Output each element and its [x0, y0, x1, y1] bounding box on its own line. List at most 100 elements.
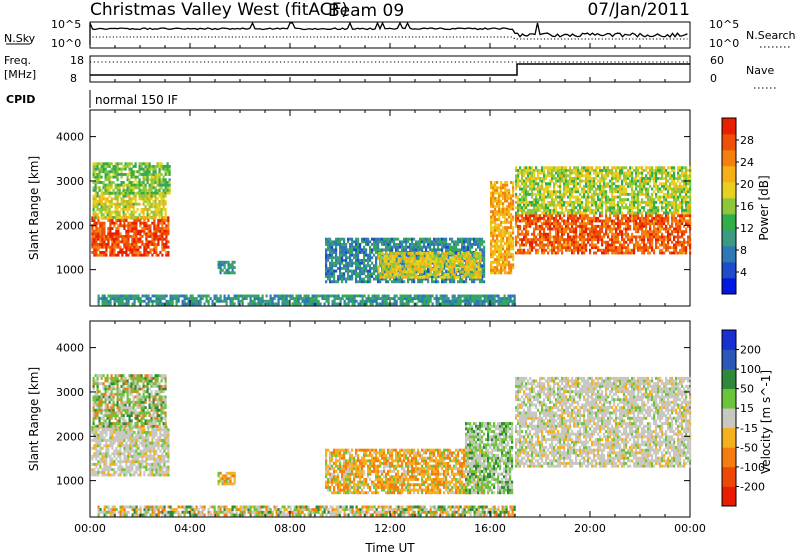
- data-cell: [490, 196, 493, 200]
- data-cell: [423, 257, 426, 261]
- data-cell: [587, 203, 590, 207]
- data-cell: [131, 221, 134, 225]
- data-cell: [515, 187, 518, 191]
- data-cell: [160, 186, 163, 190]
- data-cell: [229, 266, 232, 269]
- data-cell: [637, 169, 640, 172]
- data-cell: [613, 235, 616, 239]
- data-cell: [595, 251, 598, 255]
- data-cell: [496, 250, 499, 253]
- data-cell: [125, 229, 128, 233]
- data-cell: [490, 215, 493, 219]
- data-cell: [585, 248, 588, 252]
- data-cell: [459, 259, 462, 263]
- data-cell: [641, 200, 644, 204]
- data-cell: [506, 252, 509, 256]
- data-cell: [561, 219, 564, 223]
- data-cell: [337, 259, 340, 262]
- data-cell: [95, 221, 98, 225]
- data-cell: [117, 227, 120, 230]
- data-cell: [553, 192, 556, 196]
- data-cell: [529, 174, 532, 178]
- data-cell: [655, 171, 658, 175]
- data-cell: [603, 248, 606, 252]
- data-cell: [500, 258, 503, 261]
- data-cell: [473, 262, 476, 266]
- data-cell: [519, 227, 522, 231]
- data-cell: [555, 251, 558, 255]
- data-cell: [599, 200, 602, 204]
- data-cell: [657, 246, 660, 249]
- data-cell: [335, 251, 338, 254]
- data-cell: [605, 248, 608, 252]
- data-cell: [498, 258, 501, 261]
- data-cell: [621, 171, 624, 175]
- data-cell: [125, 219, 128, 222]
- data-cell: [643, 219, 646, 223]
- data-cell: [148, 202, 151, 206]
- data-cell: [639, 203, 642, 207]
- data-cell: [496, 191, 499, 195]
- data-cell: [116, 188, 119, 192]
- data-cell: [397, 257, 400, 261]
- data-cell: [657, 187, 660, 191]
- data-cell: [445, 269, 448, 273]
- data-cell: [571, 238, 574, 242]
- data-cell: [577, 251, 580, 255]
- data-cell: [603, 251, 606, 255]
- data-cell: [573, 166, 576, 170]
- data-cell: [589, 219, 592, 223]
- data-cell: [649, 169, 652, 172]
- data-cell: [451, 273, 454, 277]
- data-cell: [469, 240, 472, 244]
- data-cell: [145, 253, 148, 257]
- data-cell: [148, 186, 151, 190]
- data-cell: [565, 192, 568, 196]
- data-cell: [645, 227, 648, 231]
- data-cell: [645, 200, 648, 204]
- data-cell: [623, 240, 626, 244]
- data-cell: [227, 266, 230, 269]
- data-cell: [341, 277, 344, 281]
- data-cell: [504, 258, 507, 261]
- data-cell: [641, 184, 644, 188]
- data-cell: [367, 264, 370, 268]
- data-cell: [581, 219, 584, 223]
- data-cell: [341, 267, 344, 270]
- data-cell: [625, 214, 628, 218]
- data-cell: [108, 216, 111, 219]
- data-cell: [437, 237, 440, 241]
- data-cell: [496, 247, 499, 251]
- data-cell: [633, 251, 636, 255]
- data-cell: [453, 265, 456, 269]
- data-cell: [649, 227, 652, 231]
- data-cell: [371, 243, 374, 246]
- data-cell: [490, 210, 493, 214]
- data-cell: [673, 235, 676, 239]
- data-cell: [146, 167, 149, 171]
- data-cell: [113, 224, 116, 228]
- data-cell: [563, 187, 566, 191]
- data-cell: [449, 272, 452, 276]
- data-cell: [543, 171, 546, 175]
- data-cell: [459, 254, 462, 258]
- data-cell: [325, 269, 328, 273]
- data-cell: [347, 237, 350, 241]
- data-cell: [146, 175, 149, 179]
- data-cell: [510, 223, 513, 227]
- data-cell: [571, 219, 574, 223]
- data-cell: [657, 195, 660, 199]
- data-cell: [124, 167, 127, 171]
- data-cell: [587, 179, 590, 183]
- data-cell: [504, 260, 507, 264]
- data-cell: [517, 198, 520, 202]
- data-cell: [641, 214, 644, 218]
- data-cell: [167, 227, 170, 230]
- data-cell: [128, 167, 131, 171]
- data-cell: [421, 237, 424, 241]
- data-cell: [567, 224, 570, 228]
- data-cell: [655, 235, 658, 239]
- data-cell: [139, 237, 142, 241]
- data-cell: [369, 259, 372, 262]
- data-cell: [134, 216, 137, 219]
